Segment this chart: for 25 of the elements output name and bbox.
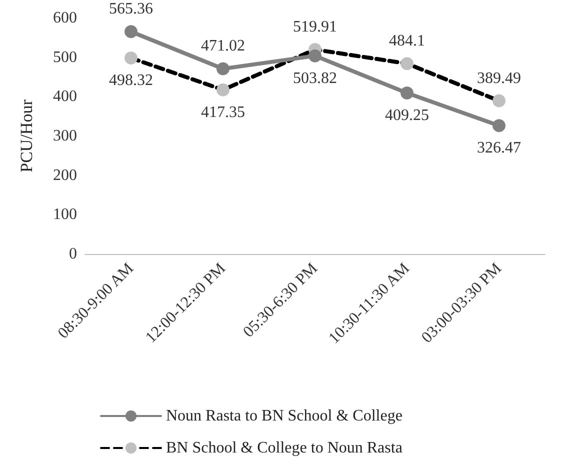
point: [124, 25, 138, 38]
y-tick-label: 200: [53, 166, 77, 184]
y-tick-label: 300: [53, 128, 77, 144]
data-label: 417.35: [201, 104, 245, 121]
data-label: 498.32: [109, 72, 153, 89]
y-axis-title: PCU/Hour: [17, 99, 36, 172]
legend-label: Noun Rasta to BN School & College: [166, 408, 402, 424]
data-label: 389.49: [477, 70, 521, 87]
data-label: 409.25: [385, 107, 429, 124]
legend-label: BN School & College to Noun Rasta: [166, 440, 402, 456]
y-tick-label: 500: [53, 48, 77, 66]
y-tick-label: 400: [53, 88, 77, 106]
data-label: 565.36: [109, 0, 153, 18]
point: [492, 119, 506, 132]
y-tick-label: 100: [53, 206, 77, 224]
data-label: 326.47: [477, 140, 521, 157]
point: [308, 49, 322, 62]
y-tick-label: 600: [53, 10, 77, 26]
data-label: 471.02: [201, 38, 245, 55]
data-label: 503.82: [293, 70, 337, 87]
point: [216, 62, 230, 76]
y-tick-label: 0: [69, 246, 77, 262]
point: [400, 86, 414, 100]
data-label: 484.1: [389, 32, 425, 50]
data-label: 519.91: [293, 18, 337, 36]
